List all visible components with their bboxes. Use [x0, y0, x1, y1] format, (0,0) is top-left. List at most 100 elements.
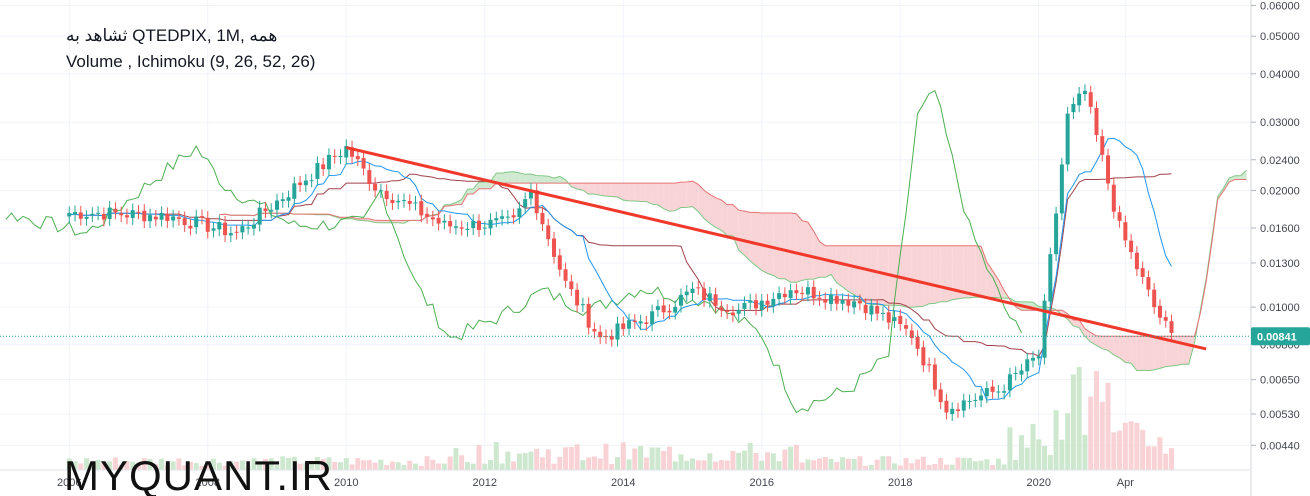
leading-span-a: [219, 169, 1247, 372]
candle-body: [955, 409, 960, 412]
cloud-segment: [744, 211, 751, 262]
volume-bar: [470, 463, 476, 470]
volume-bar: [436, 463, 442, 470]
cloud-segment: [692, 181, 699, 212]
cloud-segment: [484, 181, 491, 189]
volume-bar: [499, 463, 505, 470]
volume-bar: [528, 451, 534, 470]
candle-body: [442, 220, 447, 223]
volume-bar: [586, 457, 592, 470]
volume-bar: [857, 456, 863, 470]
cloud-segment: [957, 245, 964, 299]
candle-body: [1048, 254, 1053, 302]
volume-bar: [482, 463, 488, 470]
volume-bar: [66, 458, 72, 470]
volume-bar: [130, 461, 136, 470]
y-tick-label: 0.05000: [1260, 31, 1300, 43]
candle-body: [1002, 391, 1007, 393]
candle-body: [609, 336, 614, 340]
cloud-segment: [929, 245, 935, 304]
candle-body: [869, 305, 874, 315]
volume-bar: [597, 458, 603, 470]
volume-bar: [320, 459, 326, 470]
candle-body: [205, 217, 210, 232]
x-tick-label: 2020: [1027, 477, 1051, 489]
cloud-segment: [831, 245, 837, 283]
candle-body: [898, 315, 903, 325]
y-tick-label: 0.00650: [1260, 375, 1300, 387]
cloud-segment: [848, 245, 855, 295]
volume-bar: [1013, 459, 1019, 470]
cloud-segment: [467, 188, 474, 194]
volume-bar: [211, 458, 217, 470]
candle-body: [263, 208, 268, 212]
volume-bar: [741, 450, 747, 470]
candle-body: [1140, 268, 1145, 277]
volume-bar: [257, 461, 263, 470]
volume-bar: [747, 443, 753, 470]
candle-body: [384, 190, 389, 200]
candle-body: [240, 226, 245, 233]
candle-body: [904, 325, 909, 329]
volume-bar: [678, 454, 684, 470]
cloud-segment: [963, 245, 970, 298]
candle-body: [1129, 240, 1134, 253]
candle-body: [130, 210, 135, 219]
cloud-segment: [761, 212, 768, 274]
cloud-segment: [1119, 336, 1126, 363]
volume-bar: [1036, 439, 1042, 470]
volume-bar: [718, 460, 724, 470]
cloud-segment: [559, 176, 566, 184]
candle-body: [829, 294, 834, 305]
y-tick-label: 0.00530: [1260, 409, 1300, 421]
y-tick-label: 0.04000: [1260, 69, 1300, 81]
cloud-segment: [946, 245, 953, 302]
cloud-segment: [986, 262, 993, 298]
candle-body: [292, 183, 297, 199]
candle-body: [800, 293, 805, 295]
volume-bar: [626, 459, 632, 470]
volume-bar: [632, 448, 638, 470]
cloud-segment: [715, 197, 722, 231]
cloud-segment: [507, 171, 514, 184]
x-tick-label: 2016: [750, 477, 774, 489]
candle-body: [228, 233, 233, 236]
y-tick-label: 0.00440: [1260, 440, 1300, 452]
candle-body: [580, 304, 585, 306]
volume-bar: [759, 460, 765, 470]
cloud-segment: [617, 183, 624, 201]
candle-body: [199, 216, 204, 218]
candle-body: [471, 220, 476, 229]
cloud-segment: [911, 245, 918, 308]
candle-body: [880, 312, 885, 314]
volume-bar: [972, 461, 978, 470]
cloud-segment: [542, 175, 549, 184]
y-tick-label: 0.03000: [1260, 117, 1300, 129]
volume-bar: [649, 447, 655, 470]
cloud-segment: [1171, 336, 1178, 366]
volume-bar: [961, 457, 967, 470]
volume-bar: [291, 456, 297, 470]
cloud-segment: [525, 173, 531, 184]
cloud-segment: [721, 200, 728, 236]
cloud-segment: [727, 204, 733, 236]
cloud-segment: [1136, 336, 1143, 371]
volume-bar: [355, 458, 361, 470]
volume-bar: [724, 460, 730, 470]
cloud-segment: [478, 181, 485, 189]
volume-bar: [464, 461, 470, 470]
candle-body: [927, 364, 932, 366]
candle-body: [350, 147, 355, 157]
candle-body: [448, 221, 453, 227]
volume-bar: [216, 462, 222, 470]
volume-bar: [1111, 432, 1117, 470]
candle-body: [90, 213, 95, 216]
volume-bar: [834, 462, 840, 470]
cloud-segment: [1229, 175, 1235, 183]
candle-body: [124, 215, 129, 218]
cloud-segment: [952, 245, 958, 300]
candle-body: [148, 215, 153, 222]
cloud-segment: [634, 183, 641, 202]
